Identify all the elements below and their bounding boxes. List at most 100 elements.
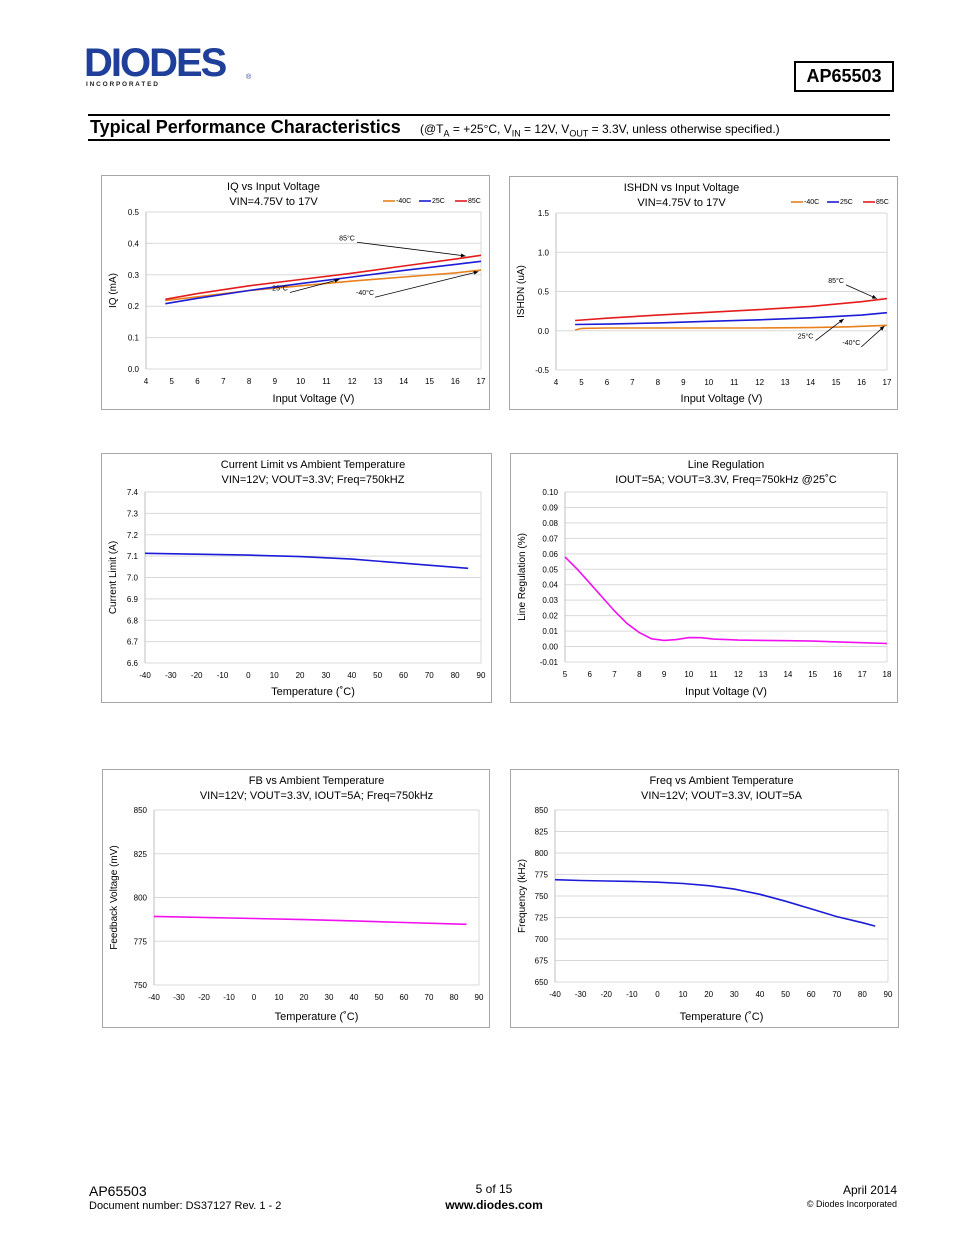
x-tick-label: 16 [833,670,842,679]
chart-subtitle: VIN=4.75V to 17V [637,197,726,209]
x-axis-label: Temperature (˚C) [275,1011,359,1023]
series-line [575,297,888,322]
y-tick-label: 750 [535,892,549,901]
footer-date: April 2014 [842,1183,897,1197]
annotation-label: 85°C [828,277,844,285]
x-tick-label: 4 [144,377,149,386]
x-tick-label: 90 [477,671,486,680]
y-tick-label: -0.5 [535,366,549,375]
y-axis-label: Frequency (kHz) [517,859,528,933]
y-tick-label: 650 [535,978,549,987]
x-tick-label: 7 [630,378,635,387]
x-tick-label: 50 [375,993,384,1002]
footer-url[interactable]: www.diodes.com [445,1198,543,1212]
x-tick-label: -30 [173,993,185,1002]
y-tick-label: 0.05 [542,565,558,574]
annotation-arrowhead [879,326,885,331]
chart-title: ISHDN vs Input Voltage [624,182,740,194]
section-title: Typical Performance Characteristics [90,117,401,137]
y-tick-label: 7.1 [127,552,139,561]
y-tick-label: 7.0 [127,574,139,583]
y-axis-label: ISHDN (uA) [516,265,527,318]
y-tick-label: 1.5 [538,209,550,218]
y-tick-label: 0.04 [542,581,558,590]
chart-svg: Freq vs Ambient Temperature VIN=12V; VOUT… [517,775,893,1023]
x-tick-label: 13 [759,670,768,679]
y-tick-label: 1.0 [538,248,550,257]
legend-label: 25C [840,199,853,206]
footer-doc-number: Document number: DS37127 Rev. 1 - 2 [89,1200,282,1212]
x-tick-label: 13 [781,378,790,387]
chart-iq-vs-input-voltage: IQ vs Input Voltage VIN=4.75V to 17V 0.0 0.… [101,175,490,410]
y-tick-label: 6.7 [127,638,139,647]
legend-label: 85C [876,199,889,206]
section-header: Typical Performance Characteristics (@TA… [88,114,890,141]
y-tick-label: 7.4 [127,488,139,497]
footer-part: AP65503 [89,1183,147,1199]
x-tick-label: 12 [348,377,357,386]
x-tick-label: 6 [588,670,593,679]
y-tick-label: 775 [134,937,148,946]
x-tick-label: 16 [451,377,460,386]
chart-title: FB vs Ambient Temperature [249,775,385,787]
x-tick-label: 70 [832,990,841,999]
y-tick-label: 800 [535,849,549,858]
y-tick-label: 0.06 [542,550,558,559]
x-tick-label: -30 [575,990,587,999]
x-tick-label: -10 [626,990,638,999]
chart-fb-vs-temperature: FB vs Ambient Temperature VIN=12V; VOUT=3… [102,769,490,1028]
x-tick-label: 60 [399,671,408,680]
y-axis-label: IQ (mA) [108,273,119,308]
y-tick-label: 0.09 [542,503,558,512]
x-tick-label: 4 [554,378,559,387]
chart-svg: Line Regulation IOUT=5A; VOUT=3.3V, Freq=… [517,459,892,698]
annotation-arrow [861,325,885,348]
diodes-logo: DIODES ® I N C O R P O R A T E D [84,42,252,88]
chart-freq-vs-temperature: Freq vs Ambient Temperature VIN=12V; VOUT… [510,769,899,1028]
x-tick-label: -30 [165,671,177,680]
x-tick-label: 0 [252,993,257,1002]
y-tick-label: 750 [134,981,148,990]
x-tick-label: 11 [322,377,331,386]
logo-wordmark: DIODES [84,42,227,85]
annotation-arrowhead [871,294,877,299]
y-tick-label: 825 [134,850,148,859]
x-tick-label: 5 [563,670,568,679]
chart-subtitle: VIN=4.75V to 17V [229,196,318,208]
x-tick-label: 5 [579,378,584,387]
annotation-arrow [815,318,844,341]
series-line [564,556,888,645]
series-line [165,269,482,302]
x-tick-label: -10 [223,993,235,1002]
annotation-arrowhead [460,253,466,258]
y-tick-label: 0.1 [128,334,140,343]
chart-svg: FB vs Ambient Temperature VIN=12V; VOUT=3… [109,775,484,1023]
chart-subtitle: VIN=12V; VOUT=3.3V; Freq=750kHZ [222,474,405,486]
y-tick-label: 850 [134,806,148,815]
x-tick-label: -20 [600,990,612,999]
annotation-arrowhead [473,270,479,275]
y-tick-label: 0.08 [542,519,558,528]
x-tick-label: -40 [139,671,151,680]
x-tick-label: 12 [734,670,743,679]
annotation-label: -40°C [356,289,374,297]
y-tick-label: 850 [535,806,549,815]
chart-title: Current Limit vs Ambient Temperature [221,459,405,471]
annotation-arrow [289,279,340,293]
x-axis-label: Input Voltage (V) [685,686,767,698]
footer-center: 5 of 15 www.diodes.com [377,1182,611,1212]
x-tick-label: 11 [709,670,718,679]
x-tick-label: 10 [270,671,279,680]
x-tick-label: 9 [681,378,686,387]
x-tick-label: 60 [807,990,816,999]
y-tick-label: -0.01 [540,658,559,667]
y-tick-label: 6.6 [127,659,139,668]
series-line [574,324,888,331]
x-tick-label: 40 [350,993,359,1002]
y-tick-label: 775 [535,871,549,880]
x-tick-label: 7 [221,377,226,386]
chart-svg: ISHDN vs Input Voltage VIN=4.75V to 17V -0… [516,182,892,405]
series-line [554,878,876,927]
annotation-label: -40°C [842,339,860,347]
x-tick-label: 8 [637,670,642,679]
